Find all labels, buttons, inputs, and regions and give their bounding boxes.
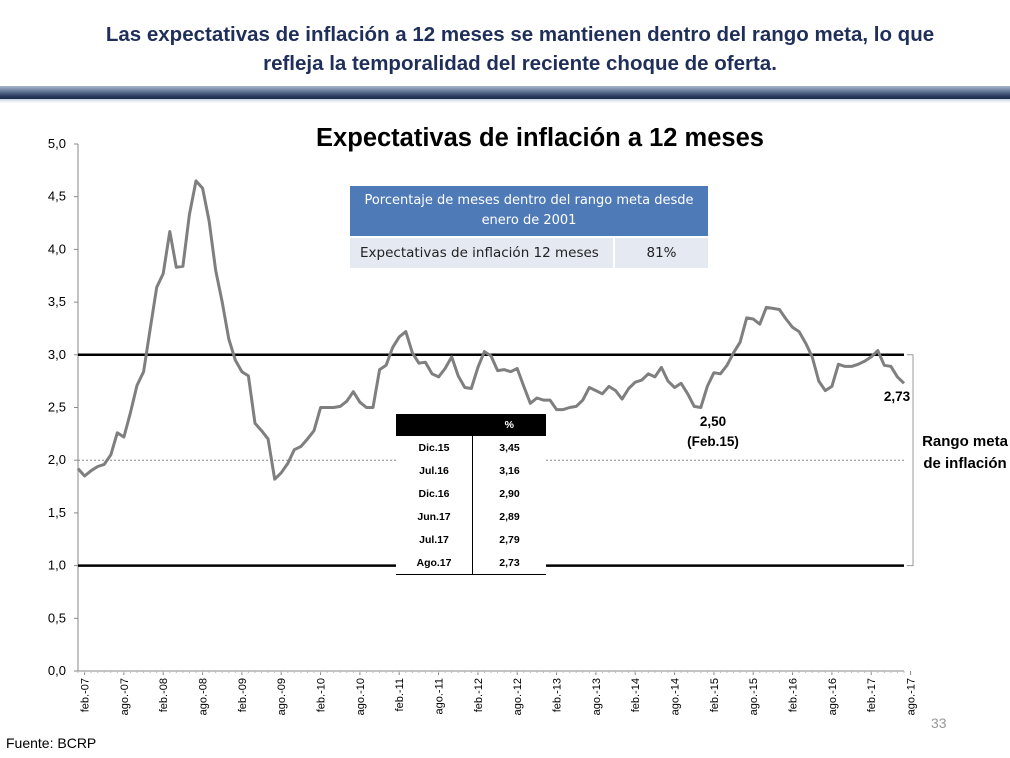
row-date: Dic.15	[396, 436, 473, 459]
target-range-label: Rango meta de inflación	[922, 433, 1008, 472]
recent-values-header-row: %	[396, 414, 546, 436]
months-in-range-row: Expectativas de inflación 12 meses 81%	[350, 236, 708, 268]
months-in-range-label: Expectativas de inflación 12 meses	[350, 236, 615, 268]
table-row: Jun.17 2,89	[396, 505, 546, 528]
x-tick-label: ago.-08	[198, 678, 210, 715]
x-tick-label: feb.-14	[630, 678, 642, 712]
slide-headline: Las expectativas de inflación a 12 meses…	[30, 20, 1010, 78]
row-value: 3,16	[499, 464, 520, 477]
x-tick-label: ago.-12	[512, 678, 524, 715]
y-tick-label: 0,0	[48, 663, 66, 678]
row-date: Dic.16	[396, 482, 473, 505]
months-in-range-table: Porcentaje de meses dentro del rango met…	[350, 186, 708, 268]
row-value: 2,89	[499, 510, 520, 523]
target-range-bracket	[907, 354, 914, 567]
chart-axes: 0,0 0,5 1,0 1,5 2,0 2,5 3,0 3,5 4,0 4,5 5,0 feb.-07…	[48, 136, 918, 715]
y-tick-label: 4,5	[48, 189, 66, 204]
x-tick-label: ago.-14	[670, 678, 682, 715]
y-tick-label: 5,0	[48, 136, 66, 151]
table-row: Ago.17 2,73	[396, 551, 546, 575]
y-tick-label: 1,5	[48, 505, 66, 520]
x-tick-label: ago.-15	[748, 678, 760, 715]
y-tick-label: 3,5	[48, 294, 66, 309]
row-value: 2,73	[472, 551, 546, 575]
x-tick-label: feb.-15	[709, 678, 721, 712]
row-value: 2,90	[499, 487, 520, 500]
table-row: Jul.17 2,79	[396, 528, 546, 551]
y-tick-label: 1,0	[48, 558, 66, 573]
expectations-series-line	[76, 179, 906, 481]
chart-series	[76, 179, 906, 481]
recent-values-table: % Dic.15 3,45 Jul.16 3,16 Dic.16 2,90 Jun.1…	[396, 414, 546, 575]
months-in-range-header: Porcentaje de meses dentro del rango met…	[350, 186, 708, 237]
x-tick-label: ago.-09	[276, 678, 288, 715]
y-tick-label: 4,0	[48, 241, 66, 256]
x-tick-label: ago.-11	[434, 678, 446, 715]
x-tick-label: feb.-12	[473, 678, 485, 712]
table-row: Dic.16 2,90	[396, 482, 546, 505]
x-tick-label: feb.-08	[158, 678, 170, 712]
row-date: Jul.17	[396, 528, 473, 551]
x-tick-label: feb.-13	[552, 678, 564, 712]
min-value-text: 2,50	[699, 414, 727, 429]
y-tick-label: 0,5	[48, 610, 66, 625]
y-tick-label: 3,0	[48, 347, 66, 362]
recent-values-header-date	[396, 414, 473, 436]
x-tick-label: ago.-13	[591, 678, 603, 715]
page-number: 33	[931, 715, 947, 731]
x-tick-label: feb.-17	[866, 678, 878, 712]
row-value: 2,79	[499, 533, 520, 546]
min-date-text: (Feb.15)	[687, 434, 739, 449]
recent-values-header-value: %	[472, 414, 546, 436]
row-date: Jul.16	[396, 459, 473, 482]
x-tick-label: ago.-10	[355, 678, 367, 715]
row-date: Ago.17	[396, 551, 473, 575]
row-date: Jun.17	[396, 505, 473, 528]
y-tick-label: 2,0	[48, 452, 66, 467]
x-tick-label: ago.-17	[906, 678, 918, 715]
min-value-annotation: 2,50 (Feb.15)	[678, 412, 748, 452]
x-tick-label: feb.-07	[80, 678, 92, 712]
y-tick-label: 2,5	[48, 400, 66, 415]
x-tick-label: ago.-16	[827, 678, 839, 715]
x-tick-label: feb.-10	[316, 678, 328, 712]
x-tick-label: feb.-11	[394, 678, 406, 711]
chart-title: Expectativas de inflación a 12 meses	[316, 124, 764, 152]
header-divider-shadow	[0, 99, 1010, 103]
row-value: 3,45	[499, 441, 520, 454]
x-tick-label: feb.-16	[788, 678, 800, 712]
x-tick-label: ago.-07	[119, 678, 131, 715]
table-row: Jul.16 3,16	[396, 459, 546, 482]
headline-line-1: Las expectativas de inflación a 12 meses…	[105, 23, 935, 46]
x-tick-label: feb.-09	[237, 678, 249, 712]
header-divider-bar	[0, 86, 1010, 99]
headline-line-2: refleja la temporalidad del reciente cho…	[263, 52, 777, 75]
table-row: Dic.15 3,45	[396, 436, 546, 459]
last-value-annotation: 2,73	[883, 389, 911, 404]
months-in-range-value: 81%	[614, 236, 708, 268]
source-note: Fuente: BCRP	[6, 735, 97, 751]
